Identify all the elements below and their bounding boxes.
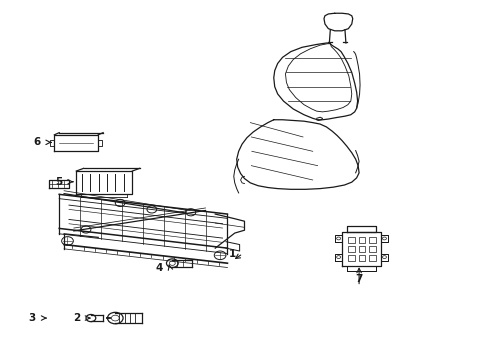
Bar: [368, 237, 375, 243]
Text: 4: 4: [155, 263, 163, 273]
Text: 7: 7: [355, 274, 362, 284]
Text: 2: 2: [73, 313, 80, 323]
Text: 1: 1: [228, 248, 235, 258]
Bar: [368, 246, 375, 252]
Bar: [347, 255, 354, 261]
Bar: [347, 246, 354, 252]
Text: 3: 3: [29, 313, 36, 323]
Bar: [368, 255, 375, 261]
Bar: [358, 246, 365, 252]
Bar: [358, 237, 365, 243]
Bar: [358, 255, 365, 261]
Text: 6: 6: [34, 138, 41, 147]
Text: 5: 5: [56, 177, 62, 187]
Bar: [347, 237, 354, 243]
